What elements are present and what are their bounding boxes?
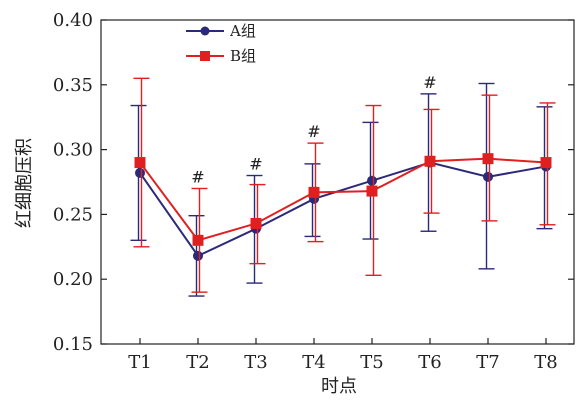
plot-frame	[100, 19, 575, 345]
data-point	[134, 157, 146, 169]
y-tick-label: 0.20	[53, 269, 93, 290]
legend: A组 B组	[186, 22, 256, 65]
annotations-layer: # # # #	[191, 73, 436, 187]
y-tick-label: 0.15	[53, 334, 93, 355]
x-tick-label: T4	[302, 352, 325, 373]
data-point	[193, 250, 203, 261]
y-axis-title: 红细胞压积	[14, 138, 35, 228]
legend-label: B组	[230, 47, 256, 65]
data-point	[482, 153, 494, 165]
significance-mark: #	[423, 73, 436, 92]
data-point	[250, 217, 262, 229]
data-point	[366, 185, 378, 197]
axes-layer	[100, 19, 575, 345]
data-point	[367, 175, 377, 186]
ticks-layer: 0.15 0.20 0.25 0.30 0.35 0.40 T1 T2 T3 T4 T5 T6 T7 T8	[53, 10, 574, 373]
significance-mark: #	[191, 167, 204, 186]
x-tick-label: T1	[128, 352, 151, 373]
series-line	[139, 161, 547, 258]
significance-mark: #	[249, 155, 262, 174]
y-tick-label: 0.25	[53, 204, 93, 225]
data-point	[308, 186, 320, 198]
legend-label: A组	[229, 22, 256, 40]
y-tick-label: 0.30	[53, 140, 93, 161]
legend-item-a: A组	[186, 22, 256, 40]
x-tick-label: T8	[534, 352, 557, 373]
legend-marker	[200, 51, 210, 61]
data-point	[192, 234, 204, 246]
x-tick-label: T2	[186, 352, 209, 373]
y-tick-label: 0.40	[53, 10, 93, 31]
series-b	[133, 77, 556, 293]
legend-marker	[200, 26, 210, 36]
data-point	[540, 157, 552, 169]
x-tick-label: T7	[476, 352, 499, 373]
series-line	[139, 157, 547, 242]
x-axis-title: 时点	[321, 376, 357, 397]
x-tick-label: T3	[244, 352, 267, 373]
significance-mark: #	[307, 122, 320, 141]
data-point	[135, 167, 145, 178]
data-point	[483, 171, 493, 182]
series-layer	[130, 77, 556, 297]
data-point	[424, 155, 436, 167]
y-tick-label: 0.35	[53, 75, 93, 96]
legend-item-b: B组	[186, 47, 256, 65]
x-tick-label: T5	[360, 352, 383, 373]
x-tick-label: T6	[418, 352, 441, 373]
